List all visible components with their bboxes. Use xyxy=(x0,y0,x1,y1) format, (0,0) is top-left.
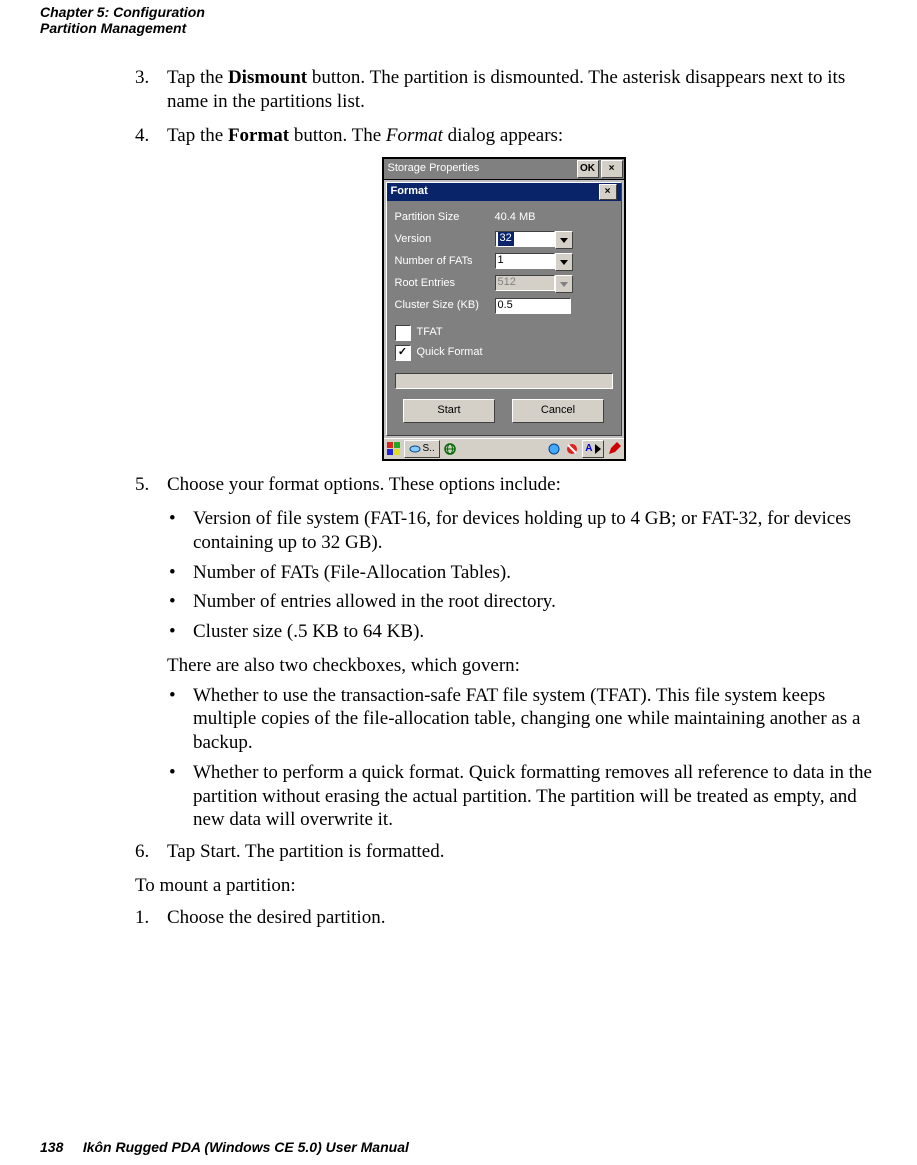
alert-icon[interactable] xyxy=(564,441,580,457)
version-dropdown-button[interactable] xyxy=(555,231,573,249)
chevron-right-icon xyxy=(595,444,601,454)
bullet: • xyxy=(167,761,193,832)
quick-format-checkbox[interactable]: ✓ xyxy=(395,345,411,361)
t: Format xyxy=(386,125,443,146)
version-value: 32 xyxy=(498,232,514,246)
partition-size-value: 40.4 MB xyxy=(495,211,536,225)
version-field[interactable]: 32 xyxy=(495,231,555,247)
bullet1-text: Version of file system (FAT-16, for devi… xyxy=(193,507,872,555)
mount-step1-text: Choose the desired partition. xyxy=(167,906,872,930)
bullet2-text: Number of FATs (File-Allocation Tables). xyxy=(193,561,511,585)
checkbox-intro: There are also two checkboxes, which gov… xyxy=(167,654,872,678)
close-button[interactable]: × xyxy=(601,160,623,178)
quick-format-label: Quick Format xyxy=(417,346,483,360)
progress-bar xyxy=(395,373,613,389)
bullet: • xyxy=(167,620,193,644)
bullet: • xyxy=(167,561,193,585)
ok-button[interactable]: OK xyxy=(577,160,599,178)
t: Tap the xyxy=(167,67,228,88)
taskbar-task[interactable]: S.. xyxy=(404,440,440,458)
task-text: S.. xyxy=(423,443,435,456)
step6-text: Tap Start. The partition is formatted. xyxy=(167,840,872,864)
page-number: 138 xyxy=(40,1139,63,1155)
mount-step1-number: 1. xyxy=(135,906,167,930)
titlebar: Storage Properties OK × xyxy=(384,159,624,180)
taskbar: S.. A xyxy=(384,438,624,459)
main-content: 3. Tap the Dismount button. The partitio… xyxy=(135,66,872,929)
header-chapter: Chapter 5: Configuration xyxy=(40,4,877,20)
num-fats-dropdown-button[interactable] xyxy=(555,253,573,271)
step3-number: 3. xyxy=(135,66,167,114)
globe-icon[interactable] xyxy=(546,441,562,457)
panel-title: Format × xyxy=(387,183,621,201)
pen-icon[interactable] xyxy=(606,441,622,457)
manual-title: Ikôn Rugged PDA (Windows CE 5.0) User Ma… xyxy=(83,1139,409,1155)
num-fats-field[interactable]: 1 xyxy=(495,253,555,269)
step3-text: Tap the Dismount button. The partition i… xyxy=(167,66,872,114)
root-entries-field: 512 xyxy=(495,275,555,291)
tfat-checkbox[interactable] xyxy=(395,325,411,341)
keyboard-indicator[interactable]: A xyxy=(582,440,603,458)
cluster-size-label: Cluster Size (KB) xyxy=(395,299,495,313)
panel-title-text: Format xyxy=(391,185,428,199)
cluster-size-field[interactable]: 0.5 xyxy=(495,298,571,314)
num-fats-label: Number of FATs xyxy=(395,255,495,269)
t: Tap the xyxy=(167,125,228,146)
bullet: • xyxy=(167,507,193,555)
step6-number: 6. xyxy=(135,840,167,864)
t: Format xyxy=(228,125,289,146)
step4-text: Tap the Format button. The Format dialog… xyxy=(167,124,872,148)
cancel-button[interactable]: Cancel xyxy=(512,399,604,423)
chk1-text: Whether to use the transaction-safe FAT … xyxy=(193,684,872,755)
chk2-text: Whether to perform a quick format. Quick… xyxy=(193,761,872,832)
partition-size-label: Partition Size xyxy=(395,211,495,225)
bullet3-text: Number of entries allowed in the root di… xyxy=(193,590,556,614)
t: Dismount xyxy=(228,67,307,88)
version-label: Version xyxy=(395,233,495,247)
footer: 138 Ikôn Rugged PDA (Windows CE 5.0) Use… xyxy=(40,1139,409,1155)
start-icon[interactable] xyxy=(386,441,402,457)
format-dialog-screenshot: Storage Properties OK × Format × Partiti… xyxy=(382,157,626,461)
mount-intro: To mount a partition: xyxy=(135,874,872,898)
step4-number: 4. xyxy=(135,124,167,148)
t: dialog appears: xyxy=(443,125,563,146)
bullet: • xyxy=(167,684,193,755)
step5-number: 5. xyxy=(135,473,167,497)
format-panel: Format × Partition Size 40.4 MB Version … xyxy=(386,182,622,436)
root-entries-label: Root Entries xyxy=(395,277,495,291)
root-entries-dropdown-button xyxy=(555,275,573,293)
bullet4-text: Cluster size (.5 KB to 64 KB). xyxy=(193,620,424,644)
disk-icon xyxy=(409,443,421,455)
header-section: Partition Management xyxy=(40,20,877,36)
keyboard-text: A xyxy=(585,443,592,456)
t: button. The xyxy=(289,125,386,146)
network-icon[interactable] xyxy=(442,441,458,457)
panel-close-button[interactable]: × xyxy=(599,184,617,200)
window-title: Storage Properties xyxy=(388,162,576,176)
start-button[interactable]: Start xyxy=(403,399,495,423)
step5-text: Choose your format options. These option… xyxy=(167,473,872,497)
bullet: • xyxy=(167,590,193,614)
tfat-label: TFAT xyxy=(417,326,443,340)
